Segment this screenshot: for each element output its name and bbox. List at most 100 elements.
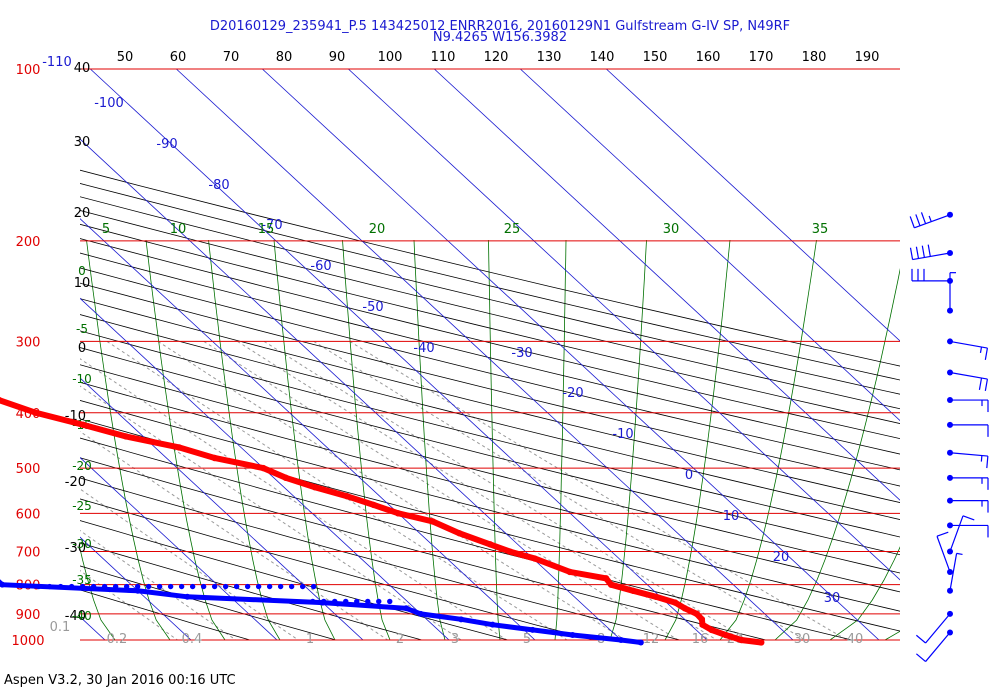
temperature-point [506, 548, 514, 555]
mixing-ratio-line [80, 358, 507, 640]
top-tick-label: 100 [378, 50, 403, 65]
isotherm-line [80, 218, 536, 640]
mixing-ratio-line [263, 340, 748, 640]
wind-barb-staff [949, 553, 958, 591]
top-tick-label: 190 [855, 50, 880, 65]
temperature-point [652, 593, 660, 600]
wind-barb-flag [915, 634, 926, 644]
dewpoint-scatter-point [277, 583, 284, 590]
dewpoint-scatter-point [79, 583, 86, 590]
isotherm-line [90, 69, 708, 640]
dewpoint-scatter-point [90, 583, 97, 590]
moist-adiabat [208, 239, 281, 640]
wind-barb-staff [936, 536, 951, 573]
wind-barb [915, 610, 953, 644]
dry-adiabat [80, 542, 423, 640]
top-tick-label: 130 [537, 50, 562, 65]
dewpoint-point [458, 616, 465, 623]
wind-barb-flag [909, 216, 915, 228]
mixing-ratio-label: 30 [794, 632, 811, 647]
mixing-ratio-line [80, 385, 462, 640]
isotherm-line [80, 297, 450, 640]
pressure-tick-label: -110 [42, 55, 72, 70]
dewpoint-scatter-point [123, 583, 130, 590]
moist-adiabat [664, 239, 731, 640]
wind-barb-staff [925, 613, 951, 644]
dewpoint-point [417, 610, 424, 617]
chart-subtitle: N9.4265 W156.3982 [432, 30, 568, 45]
dry-adiabat [80, 282, 900, 487]
dewpoint-scatter-point [35, 583, 42, 590]
isotherm-line [80, 536, 192, 640]
moist-adiabat-label: 10 [170, 222, 187, 237]
wind-barb [947, 474, 989, 490]
wind-barb-flag [909, 247, 914, 260]
moist-adiabat [554, 239, 567, 640]
mixing-ratio-label: 16 [692, 632, 709, 647]
isotherm-label: -60 [310, 259, 331, 274]
wind-barb [909, 244, 953, 261]
isotherm-label: 30 [824, 591, 841, 606]
pressure-tick-label: 300 [16, 335, 41, 350]
moist-adiabat [86, 239, 171, 640]
mixing-ratio-label: 5 [523, 632, 531, 647]
temperature-point [738, 636, 745, 644]
temperature-point [486, 541, 494, 548]
dry-adiabat [80, 330, 900, 538]
wind-barb [947, 421, 989, 437]
wind-barb [947, 449, 989, 469]
wind-barb [911, 268, 953, 284]
moist-adiabat-label: -40 [72, 609, 92, 623]
dewpoint-point [637, 639, 644, 646]
dewpoint-scatter-point [222, 583, 229, 590]
dry-adiabat [80, 589, 251, 640]
moist-adiabat [273, 239, 336, 640]
isotherm-label: -100 [94, 96, 124, 111]
mixing-ratio-label: 0.4 [182, 632, 203, 647]
top-tick-label: 160 [696, 50, 721, 65]
moist-adiabat [774, 267, 900, 640]
top-tick-label: 70 [223, 50, 240, 65]
dry-adiabat [80, 437, 852, 640]
moist-adiabat-label: -30 [72, 537, 92, 551]
moist-adiabat-label: -20 [72, 459, 92, 473]
dry-adiabat [80, 520, 509, 640]
dewpoint-scatter-point [266, 583, 273, 590]
moist-adiabat [719, 239, 817, 640]
isotherm-label: -20 [562, 386, 583, 401]
wind-barb [947, 497, 989, 513]
top-tick-label: 50 [117, 50, 134, 65]
mixing-ratio-line [80, 569, 178, 640]
temperature-point [260, 464, 267, 472]
wind-barb [947, 515, 975, 555]
left-tick-label: 30 [74, 135, 91, 150]
dewpoint-scatter-point [145, 583, 152, 590]
temperature-point [122, 433, 130, 440]
isotherm-line [434, 69, 900, 501]
dewpoint-scatter-point [57, 583, 64, 590]
wind-barb-flag [984, 347, 989, 360]
top-tick-label: 140 [590, 50, 615, 65]
top-tick-label: 150 [643, 50, 668, 65]
mixing-ratio-label: 0.2 [107, 632, 128, 647]
temperature-point [699, 621, 706, 628]
isotherm-label: -10 [612, 427, 633, 442]
mixing-ratio-label: 3 [451, 632, 459, 647]
dewpoint-scatter-point [299, 583, 306, 590]
isotherm-label: -90 [156, 137, 177, 152]
wind-barb-staff [949, 515, 964, 552]
wind-barb [947, 369, 989, 391]
mixing-ratio-line [349, 340, 848, 640]
left-tick-label: -30 [65, 541, 86, 556]
pressure-tick-label: 700 [16, 546, 41, 561]
dewpoint-point [618, 637, 624, 643]
temperature-point [429, 518, 436, 525]
moist-adiabat-label: -10 [72, 372, 92, 386]
isotherm-label: -80 [208, 178, 229, 193]
isotherm-label: -30 [511, 346, 532, 361]
dewpoint-scatter-point [310, 598, 316, 605]
dewpoint-scatter-point [167, 583, 174, 590]
isotherm-line [80, 138, 622, 640]
dewpoint-scatter-point [112, 583, 119, 590]
wind-barb-flag [928, 215, 932, 222]
